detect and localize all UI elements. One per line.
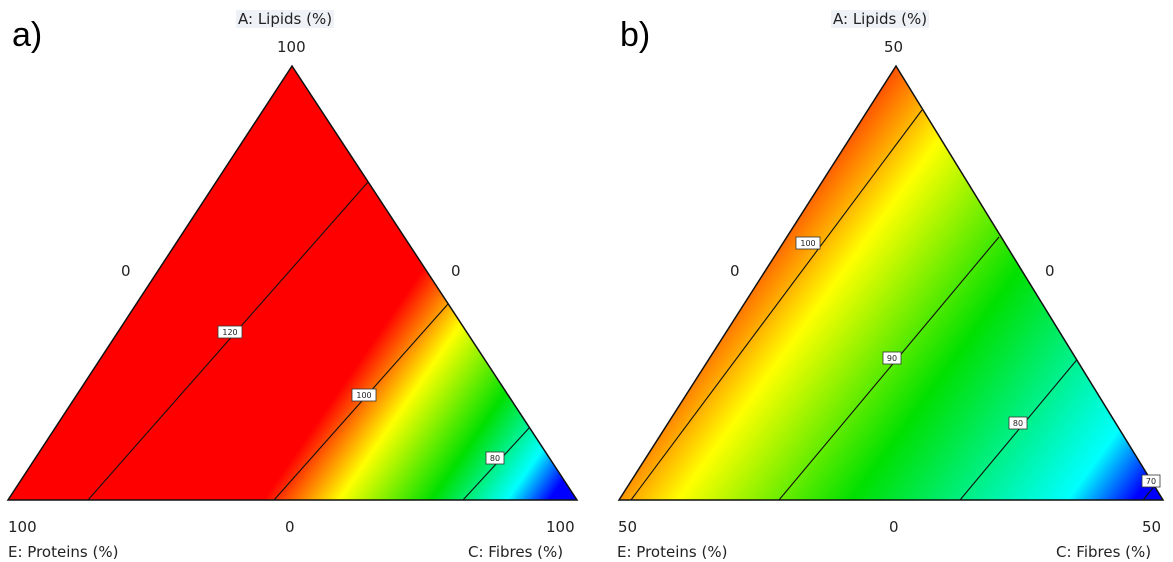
contour-label-100: 100 [351, 388, 377, 402]
ternary-svg: 120 100 80 [6, 64, 579, 501]
left-axis-title: E: Proteins (%) [8, 543, 119, 561]
contour-label-120: 120 [217, 325, 243, 339]
panel-label: a) [12, 16, 43, 54]
top-axis-max: 50 [884, 38, 904, 56]
svg-text:100: 100 [356, 391, 371, 400]
contour-label-80: 80 [485, 451, 505, 465]
ternary-svg: 100 90 80 70 [617, 64, 1165, 501]
contour-line-100 [273, 303, 449, 500]
contour-label-80: 80 [1008, 416, 1028, 430]
top-axis-title: A: Lipids (%) [236, 10, 335, 28]
ternary-surface [617, 64, 1165, 501]
left-axis-max: 50 [618, 518, 638, 536]
right-edge-min: 0 [1045, 262, 1055, 280]
svg-text:70: 70 [1146, 477, 1156, 486]
contour-label-90: 90 [882, 351, 902, 365]
svg-text:80: 80 [1013, 419, 1023, 428]
contour-line-100 [630, 109, 923, 500]
contour-label-100: 100 [795, 236, 821, 250]
ternary-plot-b: 100 90 80 70 b) A: Lipids (%) 50 0 0 50 0 5… [587, 0, 1173, 562]
panel-label: b) [620, 16, 651, 54]
right-axis-title: C: Fibres (%) [1056, 543, 1152, 561]
left-axis-max: 100 [8, 518, 37, 536]
svg-text:120: 120 [222, 328, 237, 337]
right-axis-max: 100 [546, 518, 575, 536]
left-axis-title: E: Proteins (%) [617, 543, 728, 561]
contour-line-90 [778, 236, 1000, 500]
left-edge-min: 0 [121, 262, 131, 280]
bottom-edge-min: 0 [285, 518, 295, 536]
contour-label-70: 70 [1141, 474, 1161, 488]
left-edge-min: 0 [730, 262, 740, 280]
ternary-plot-a: 120 100 80 a) A: Lipids (%) 100 0 0 100 0 … [0, 0, 586, 562]
ternary-surface [6, 64, 579, 501]
bottom-edge-min: 0 [889, 518, 899, 536]
svg-text:100: 100 [800, 239, 815, 248]
right-axis-title: C: Fibres (%) [468, 543, 564, 561]
contour-line-120 [87, 181, 369, 500]
svg-text:90: 90 [887, 354, 897, 363]
top-axis-max: 100 [277, 38, 306, 56]
svg-text:80: 80 [490, 454, 500, 463]
right-axis-max: 50 [1142, 518, 1162, 536]
top-axis-title: A: Lipids (%) [831, 10, 930, 28]
right-edge-min: 0 [451, 262, 461, 280]
